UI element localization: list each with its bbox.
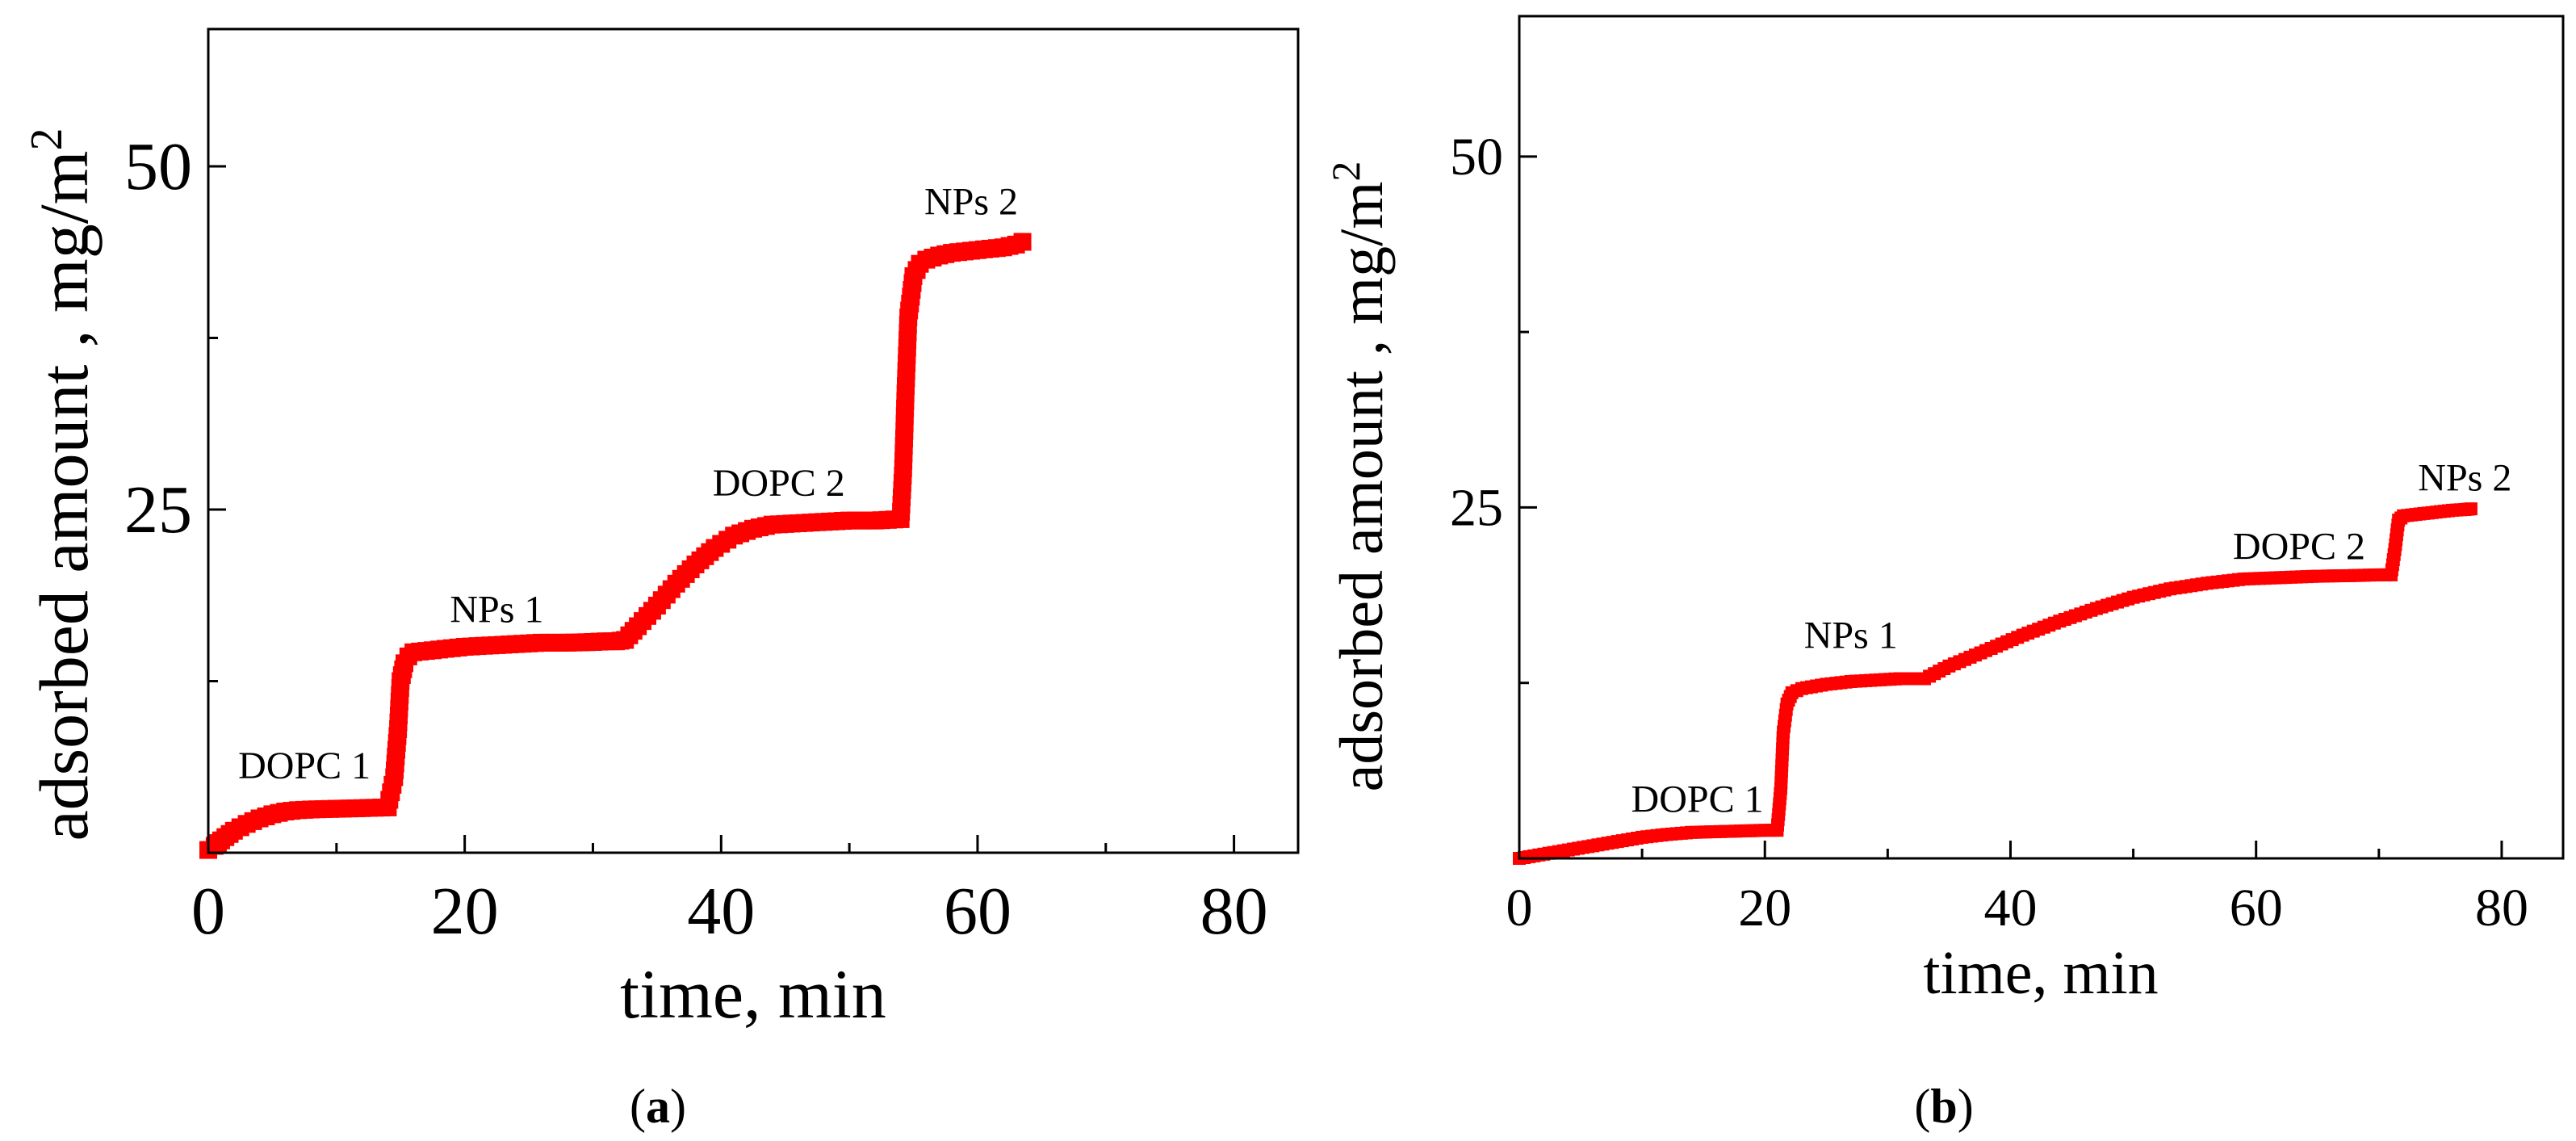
chart-panel-b: 0 20 40 60 80 25 50 time, min adsorbed amount…	[1323, 15, 2565, 1133]
x-tick-label: 60	[944, 874, 1012, 949]
x-axis-a: 0 20 40 60 80	[191, 835, 1268, 949]
x-tick-label: 20	[431, 874, 499, 949]
y-axis-title-main-a: adsorbed amount , mg/m	[25, 150, 103, 841]
y-tick-label: 50	[1450, 128, 1503, 187]
x-tick-label: 60	[2230, 879, 2283, 938]
annotation-label: DOPC 1	[238, 745, 371, 787]
annotation-label: NPs 2	[924, 181, 1018, 224]
annotation-label: DOPC 2	[2233, 526, 2365, 568]
x-axis-b: 0 20 40 60 80	[1506, 841, 2528, 938]
data-series-b	[1513, 502, 2478, 865]
annotation-label: NPs 2	[2418, 457, 2511, 500]
y-tick-label: 50	[124, 129, 192, 204]
plot-frame-a	[207, 27, 1300, 854]
y-axis-title-main-b: adsorbed amount , mg/m	[1328, 182, 1396, 792]
y-axis-a: 25 50	[124, 129, 226, 682]
caption-open-a: (	[630, 1080, 646, 1133]
data-point	[2464, 502, 2478, 516]
annotations-a: DOPC 1 NPs 1 DOPC 2 NPs 2	[238, 181, 1018, 788]
data-series-a	[199, 233, 1032, 859]
y-axis-title-sup-a: 2	[22, 128, 72, 150]
caption-close-a: )	[670, 1080, 686, 1133]
caption-letter-b: b	[1930, 1080, 1957, 1133]
x-tick-label: 0	[191, 874, 225, 949]
x-tick-label: 40	[687, 874, 755, 949]
annotation-label: NPs 1	[1804, 614, 1898, 656]
y-tick-label: 25	[124, 472, 192, 547]
y-tick-label: 25	[1450, 478, 1503, 537]
x-tick-label: 80	[1200, 874, 1268, 949]
caption-open-b: (	[1914, 1080, 1930, 1133]
caption-letter-a: a	[646, 1080, 670, 1133]
data-point	[1013, 233, 1032, 251]
y-axis-title-sup-b: 2	[1323, 162, 1368, 182]
caption-close-b: )	[1958, 1080, 1974, 1133]
x-axis-title-a: time, min	[620, 955, 886, 1033]
plot-frame-b	[1518, 15, 2565, 860]
panel-caption-a: (a)	[630, 1080, 686, 1133]
x-tick-label: 80	[2475, 879, 2528, 938]
panel-caption-b: (b)	[1914, 1080, 1973, 1133]
y-axis-b: 25 50	[1450, 128, 1537, 685]
annotation-label: NPs 1	[450, 588, 543, 631]
y-axis-title-a: adsorbed amount , mg/m2	[22, 128, 103, 841]
x-axis-title-b: time, min	[1923, 939, 2158, 1007]
x-tick-label: 40	[1983, 879, 2037, 938]
annotation-label: DOPC 2	[713, 462, 845, 505]
annotations-b: DOPC 1 NPs 1 DOPC 2 NPs 2	[1631, 457, 2512, 821]
x-tick-label: 20	[1738, 879, 1791, 938]
y-axis-title-b: adsorbed amount , mg/m2	[1323, 162, 1396, 792]
annotation-label: DOPC 1	[1631, 778, 1764, 821]
x-tick-label: 0	[1506, 879, 1533, 938]
chart-panel-a: 0 20 40 60 80 25 50 time, min adsorbed amount…	[22, 27, 1300, 1133]
